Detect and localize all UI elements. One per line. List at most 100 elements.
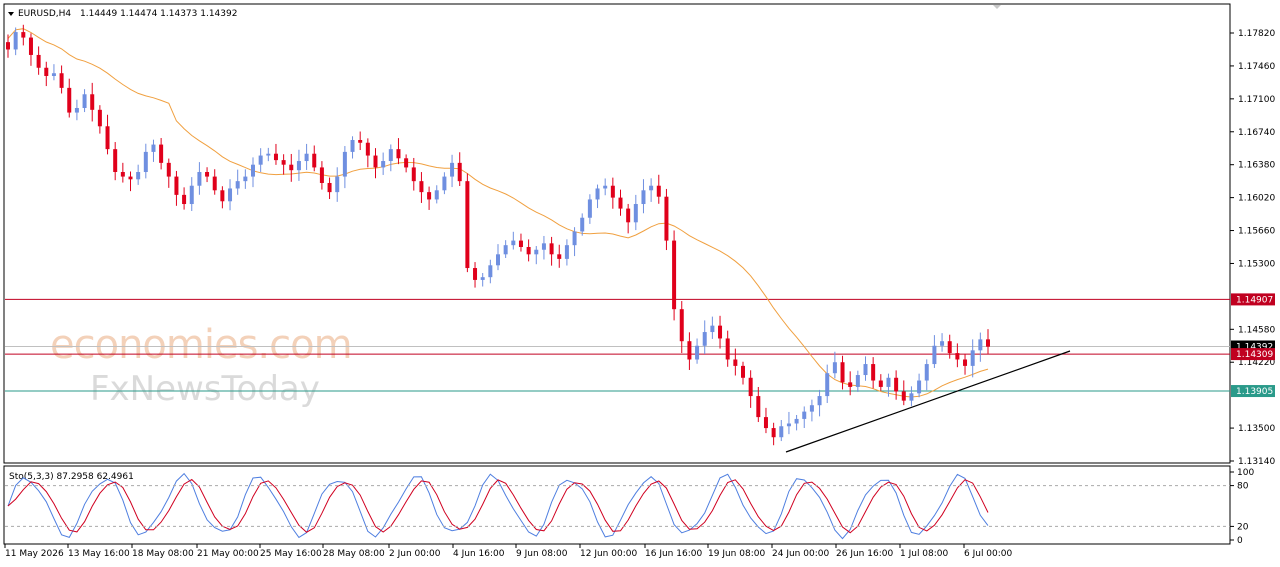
- x-tick-label: 6 Jul 00:00: [964, 549, 1013, 559]
- stoch-signal-line: [7, 478, 989, 534]
- candle-body: [802, 411, 807, 419]
- candle-body: [940, 341, 945, 346]
- x-tick-label: 12 Jun 00:00: [580, 549, 637, 559]
- watermark-line2: FxNewsToday: [90, 369, 320, 409]
- candle-body: [809, 405, 814, 412]
- candle-body: [396, 149, 401, 159]
- candle-body: [350, 140, 355, 152]
- candle-body: [473, 268, 478, 280]
- candle-body: [44, 67, 49, 76]
- candle-body: [779, 426, 784, 438]
- candle-body: [388, 149, 393, 162]
- candle-body: [756, 396, 761, 418]
- candle-body: [748, 377, 753, 397]
- candle-body: [480, 277, 485, 280]
- candle-body: [266, 153, 271, 156]
- candle-body: [610, 185, 615, 198]
- candle-body: [143, 151, 148, 173]
- candle-body: [74, 107, 79, 113]
- candle-body: [970, 350, 975, 366]
- candle-body: [702, 332, 707, 346]
- candle-body: [304, 153, 309, 162]
- candle-body: [771, 428, 776, 438]
- candle-body: [817, 396, 822, 406]
- candle-body: [656, 185, 661, 197]
- candle-body: [526, 247, 531, 255]
- candle-body: [626, 208, 631, 223]
- price-tag-pivot-bg: [1231, 348, 1275, 361]
- candle-body: [404, 158, 409, 168]
- candle-body: [595, 188, 600, 200]
- stoch-tick-label: 100: [1237, 468, 1254, 478]
- candle-body: [541, 243, 546, 250]
- candle-body: [411, 167, 416, 182]
- candle-body: [335, 176, 340, 193]
- candle-body: [832, 362, 837, 374]
- y-tick-label: 1.16020: [1238, 194, 1275, 204]
- candle-body: [113, 149, 118, 173]
- header-symbol: EURUSD,H4: [18, 9, 71, 19]
- header-arrow-icon[interactable]: [8, 12, 14, 16]
- candle-body: [763, 417, 768, 429]
- x-tick-label: 24 Jun 00:00: [772, 549, 829, 559]
- x-tick-label: 9 Jun 08:00: [516, 549, 568, 559]
- candle-body: [564, 245, 569, 259]
- candle-body: [534, 249, 539, 255]
- candle-body: [909, 393, 914, 401]
- candle-body: [273, 153, 278, 161]
- candle-body: [603, 185, 608, 189]
- support-trendline: [785, 350, 1071, 453]
- candle-body: [840, 362, 845, 383]
- candle-body: [901, 391, 906, 401]
- stoch-label: Sto(5,3,3) 87.2958 62.4961: [9, 472, 134, 482]
- candle-body: [496, 254, 500, 266]
- candle-body: [67, 87, 72, 113]
- y-tick-label: 1.13140: [1238, 457, 1275, 467]
- candle-body: [450, 162, 455, 177]
- candle-body: [120, 172, 125, 177]
- x-tick-label: 11 May 2026: [5, 549, 64, 559]
- candle-body: [687, 341, 692, 360]
- ma-line: [7, 28, 989, 398]
- candle-body: [649, 185, 654, 191]
- price-axis: 1.17820 1.17460 1.17100 1.16740 1.16380 1.160…: [1230, 29, 1275, 467]
- scroll-marker-icon[interactable]: [993, 5, 1001, 9]
- price-tag-support: 1.13905: [1236, 387, 1273, 397]
- candle-body: [419, 181, 424, 193]
- candle-body: [978, 339, 983, 351]
- candle-body: [917, 380, 922, 394]
- candle-body: [825, 373, 830, 397]
- candle-body: [342, 151, 347, 177]
- candle-body: [741, 365, 745, 378]
- candle-body: [128, 176, 133, 180]
- candle-body: [51, 73, 56, 76]
- candle-body: [963, 359, 968, 366]
- candle-body: [28, 37, 33, 55]
- candle-body: [886, 377, 891, 387]
- y-tick-label: 1.14220: [1238, 358, 1275, 368]
- candle-body: [718, 325, 723, 339]
- candle-body: [664, 196, 669, 241]
- candle-body: [281, 160, 286, 165]
- candle-body: [159, 144, 164, 163]
- candle-body: [289, 164, 294, 171]
- candle-body: [327, 182, 332, 193]
- candle-body: [13, 32, 18, 50]
- candle-body: [6, 42, 10, 50]
- candle-body: [786, 423, 791, 427]
- candle-body: [557, 254, 562, 259]
- x-tick-label: 21 May 00:00: [197, 549, 259, 559]
- candle-body: [572, 231, 577, 246]
- price-tag-pivot: 1.14309: [1236, 350, 1273, 360]
- candle-body: [220, 190, 225, 202]
- candle-body: [434, 190, 439, 200]
- candle-body: [457, 162, 462, 182]
- candle-body: [228, 188, 233, 202]
- time-axis: 11 May 2026 13 May 16:00 18 May 08:00 21 Ma…: [4, 544, 1013, 559]
- y-tick-label: 1.15660: [1238, 227, 1275, 237]
- candle-body: [710, 325, 715, 333]
- x-tick-label: 13 May 16:00: [68, 549, 130, 559]
- candle-body: [182, 194, 187, 205]
